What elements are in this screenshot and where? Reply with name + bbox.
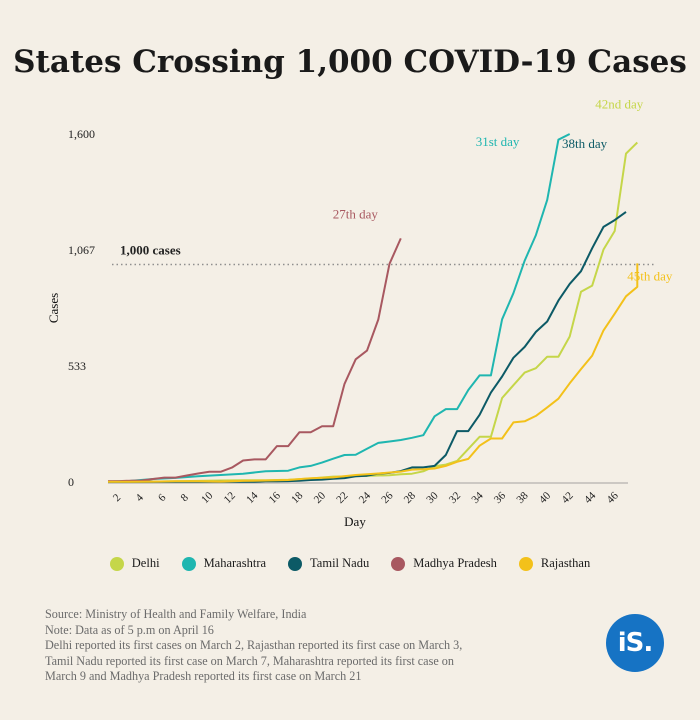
x-tick-label: 18 [289,489,306,506]
chart-title: States Crossing 1,000 COVID-19 Cases [13,44,687,80]
first-case-note-1: Delhi reported its first cases on March … [45,638,463,652]
legend-swatch-madhya-pradesh [391,556,406,571]
source-note: Source: Ministry of Health and Family We… [45,607,307,621]
x-tick-label: 46 [604,489,621,506]
y-tick-label: 533 [68,359,86,373]
first-case-note-3: March 9 and Madhya Pradesh reported its … [45,669,362,683]
annotation-tamil-nadu: 38th day [562,136,608,151]
x-tick-label: 16 [267,489,284,506]
legend-label-tamil-nadu: Tamil Nadu [310,556,370,570]
annotation-delhi: 42nd day [595,96,644,111]
x-tick-label: 24 [357,489,374,506]
x-tick-label: 26 [379,489,396,506]
footnotes: Source: Ministry of Health and Family We… [45,607,605,685]
x-tick-label: 40 [537,489,554,506]
series-line-tamil-nadu [108,211,627,483]
annotation-madhya-pradesh: 27th day [333,206,379,221]
indiaspend-logo: iS. [606,614,664,672]
x-tick-label: 8 [179,491,192,504]
x-tick-label: 10 [199,489,216,506]
x-tick-label: 44 [582,489,599,506]
date-note: Note: Data as of 5 p.m on April 16 [45,622,214,637]
x-tick-label: 38 [514,489,531,506]
series-line-delhi [108,141,639,483]
x-axis-title: Day [344,514,366,529]
series-line-rajasthan [108,263,639,483]
x-tick-label: 12 [222,490,238,506]
x-tick-label: 42 [559,490,575,506]
legend-item-tamil-nadu: Tamil Nadu [288,556,369,571]
x-tick-label: 20 [312,489,329,506]
x-tick-label: 2 [111,492,123,504]
x-tick-label: 36 [492,489,509,506]
legend-item-maharashtra: Maharashtra [181,556,267,571]
annotation-maharashtra: 31st day [476,134,520,149]
legend-item-delhi: Delhi [109,556,160,571]
legend-label-maharashtra: Maharashtra [203,556,267,570]
legend-label-madhya-pradesh: Madhya Pradesh [413,556,497,570]
series-line-maharashtra [107,133,571,483]
annotation-rajasthan: 45th day [627,268,673,283]
legend-swatch-tamil-nadu [288,556,303,571]
reference-line-label: 1,000 cases [120,243,181,258]
x-tick-label: 34 [469,489,486,506]
x-tick-label: 28 [402,489,419,506]
first-case-note-2: Tamil Nadu reported its first case on Ma… [45,653,454,668]
y-tick-label: 0 [68,475,74,489]
legend-label-delhi: Delhi [131,556,160,570]
x-tick-label: 6 [156,491,169,504]
y-axis-title: Cases [46,293,61,323]
legend: Delhi Maharashtra Tamil Nadu Madhya Prad… [0,556,700,571]
series-line-madhya-pradesh [108,237,402,483]
legend-label-rajasthan: Rajasthan [540,556,591,570]
y-tick-label: 1,600 [68,127,95,141]
x-tick-label: 22 [334,490,350,506]
legend-swatch-rajasthan [518,556,533,571]
legend-item-madhya-pradesh: Madhya Pradesh [391,556,497,571]
x-tick-label: 4 [133,491,146,504]
x-tick-label: 32 [447,490,463,506]
legend-item-rajasthan: Rajasthan [518,556,591,571]
x-tick-label: 14 [244,489,261,506]
legend-swatch-maharashtra [181,556,196,571]
x-tick-label: 30 [424,489,441,506]
y-tick-label: 1,067 [68,243,95,257]
legend-swatch-delhi [109,556,124,571]
